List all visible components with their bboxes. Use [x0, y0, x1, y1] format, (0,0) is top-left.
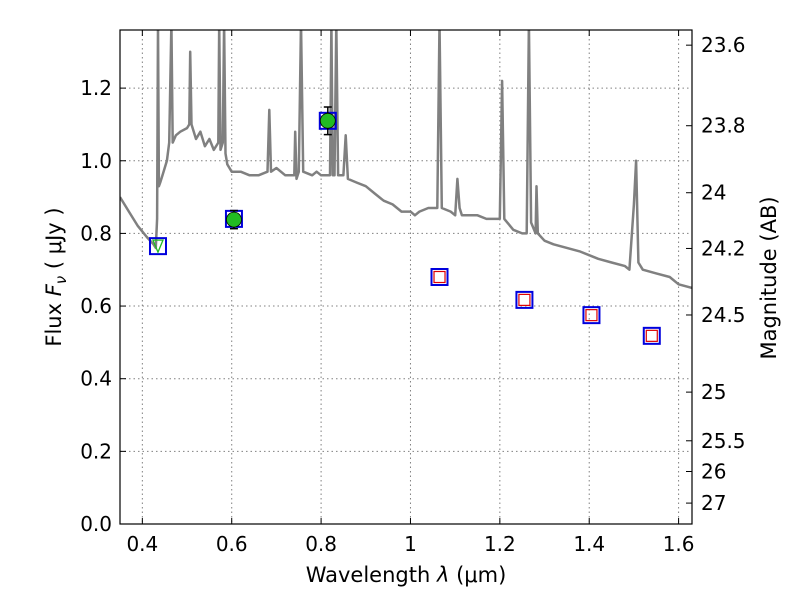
x-tick-label: 0.6: [216, 532, 248, 556]
y-tick-label: 0.0: [80, 512, 112, 536]
x-tick-label: 0.4: [126, 532, 158, 556]
limit-triangle: [152, 239, 164, 254]
upper-limit-square: [518, 293, 531, 306]
y2-tick-label: 25.5: [701, 429, 746, 453]
x-tick-label: 1: [404, 532, 417, 556]
y-tick-label: 0.8: [80, 221, 112, 245]
y2-tick-label: 25: [701, 380, 726, 404]
upper-limit-square: [433, 270, 446, 284]
axis-ticks: 0.4 0.6 0.8 1 1.2 1.4 1.6 0.0 0.2 0.4 0.6 0.8 1.0 1.2…: [80, 30, 746, 556]
x-axis-title: Wavelength λ (μm): [306, 563, 507, 587]
y2-tick-label: 24: [701, 181, 726, 205]
grid: [120, 30, 692, 525]
upper-limit-square: [645, 329, 658, 342]
observed-flux-point: [226, 211, 242, 228]
y-tick-label: 0.2: [80, 439, 112, 463]
model-flux-square: [148, 237, 167, 256]
y2-axis-title: Magnitude (AB): [757, 196, 781, 359]
y-tick-label: 1.2: [80, 76, 112, 100]
x-tick-label: 1.4: [573, 532, 605, 556]
x-tick-label: 0.8: [305, 532, 337, 556]
y2-tick-label: 23.6: [701, 33, 746, 57]
model-flux-square: [582, 306, 601, 325]
model-flux-square: [642, 326, 661, 345]
y-tick-label: 1.0: [80, 149, 112, 173]
y2-tick-label: 26: [701, 459, 726, 483]
x-tick-label: 1.6: [663, 532, 695, 556]
y-tick-label: 0.6: [80, 294, 112, 318]
y2-tick-label: 24.2: [701, 236, 746, 260]
y2-tick-label: 24.5: [701, 303, 746, 327]
model-flux-square: [430, 268, 449, 286]
y-axis-title: Flux Fν ( μJy ): [42, 207, 70, 346]
observed-flux-point: [319, 112, 336, 129]
model-flux-square: [515, 290, 534, 309]
y-tick-label: 0.4: [80, 367, 112, 391]
axes-frame: [119, 29, 693, 525]
y2-tick-label: 23.8: [701, 114, 746, 138]
x-tick-label: 1.2: [484, 532, 516, 556]
plot-area: [120, 30, 692, 345]
y2-tick-label: 27: [701, 491, 726, 515]
upper-limit-square: [585, 309, 598, 322]
spectrum-line: [120, 30, 692, 290]
